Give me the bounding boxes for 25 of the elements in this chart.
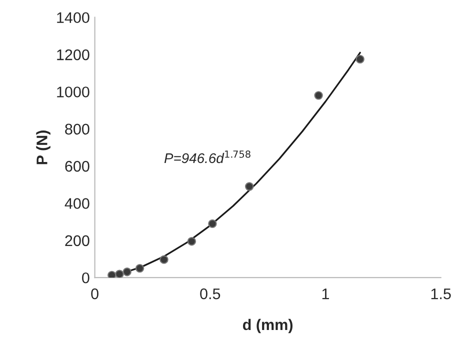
point — [187, 236, 196, 246]
point — [115, 270, 124, 278]
y-tick-label: 1200 — [57, 49, 90, 60]
point — [160, 255, 168, 264]
point — [356, 54, 364, 64]
y-axis-title: P (N) — [36, 130, 50, 164]
point — [244, 182, 254, 191]
x-tick-label: 0.5 — [200, 288, 220, 300]
y-tick-label: 800 — [65, 124, 90, 135]
point — [314, 91, 323, 100]
y-tick-label: 600 — [65, 160, 90, 172]
y-tick-label: 1400 — [57, 12, 90, 24]
y-tick-label: 400 — [64, 198, 90, 209]
point — [208, 219, 217, 228]
annotation: P=946.6d$^{1.758}$ — [164, 150, 250, 164]
x-tick-label: 0 — [91, 288, 98, 300]
y-tick-label: 0 — [82, 272, 90, 284]
x-axis-title: d (mm) — [242, 318, 293, 334]
x-tick-label: 1.5 — [431, 288, 451, 300]
point — [135, 264, 144, 273]
y-tick-label: 1000 — [57, 86, 90, 98]
point — [122, 267, 132, 276]
x-tick-label: 1 — [322, 288, 329, 300]
point — [108, 270, 116, 278]
y-tick-label: 200 — [65, 235, 90, 246]
